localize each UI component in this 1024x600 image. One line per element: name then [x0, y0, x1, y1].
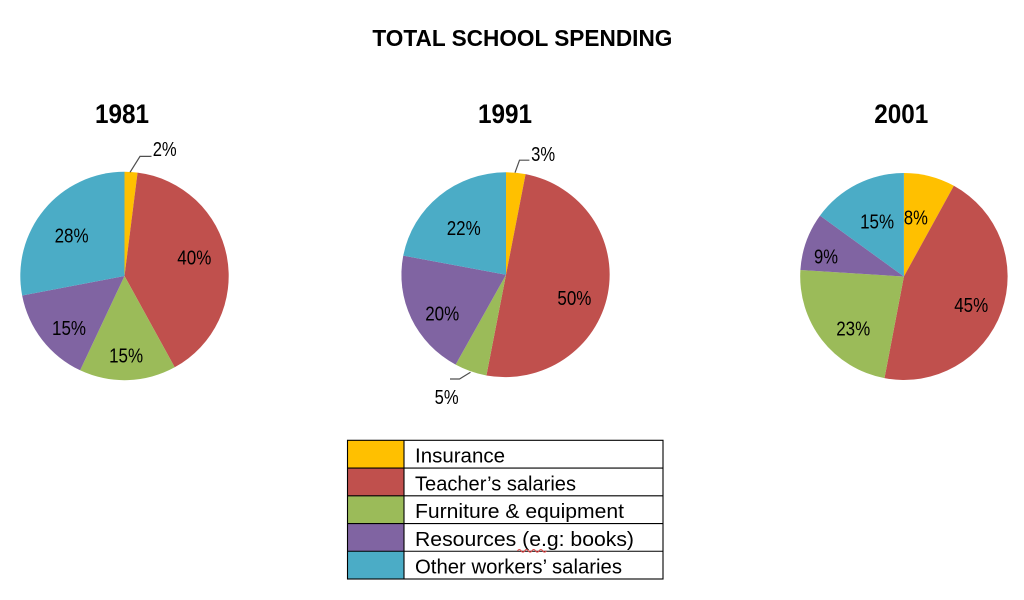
svg-text:15%: 15%	[109, 346, 143, 368]
svg-text:Resources (e.g: books): Resources (e.g: books)	[415, 528, 634, 551]
svg-text:TOTAL SCHOOL SPENDING: TOTAL SCHOOL SPENDING	[372, 25, 672, 51]
svg-text:2%: 2%	[153, 139, 177, 161]
svg-text:23%: 23%	[836, 319, 870, 341]
svg-text:9%: 9%	[814, 246, 838, 268]
svg-text:1991: 1991	[478, 99, 532, 129]
svg-text:45%: 45%	[954, 295, 988, 317]
svg-text:15%: 15%	[52, 318, 86, 340]
svg-text:3%: 3%	[531, 144, 555, 166]
svg-text:40%: 40%	[177, 248, 211, 270]
svg-text:2001: 2001	[874, 99, 928, 129]
svg-text:50%: 50%	[557, 288, 591, 310]
svg-text:28%: 28%	[55, 225, 89, 247]
svg-text:8%: 8%	[904, 208, 928, 230]
svg-text:20%: 20%	[425, 304, 459, 326]
svg-text:Insurance: Insurance	[415, 445, 505, 468]
svg-text:15%: 15%	[860, 211, 894, 233]
svg-text:Teacher’s salaries: Teacher’s salaries	[415, 472, 576, 495]
svg-text:5%: 5%	[435, 387, 459, 409]
svg-text:Other workers’ salaries: Other workers’ salaries	[415, 556, 622, 579]
svg-text:Furniture & equipment: Furniture & equipment	[415, 500, 624, 523]
svg-text:1981: 1981	[95, 99, 149, 129]
svg-text:22%: 22%	[447, 218, 481, 240]
